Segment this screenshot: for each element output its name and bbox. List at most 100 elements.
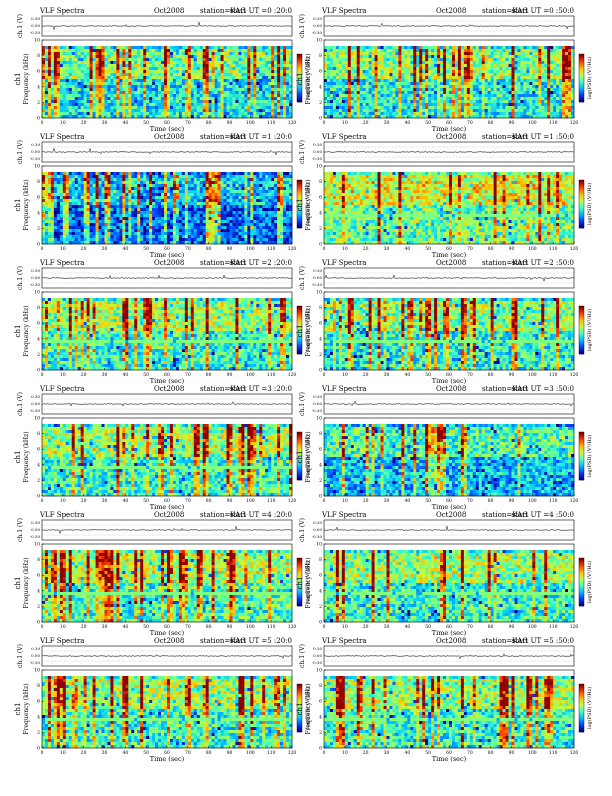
trace-ytick-label: 0.30 bbox=[31, 142, 40, 147]
ytick-label: 2 bbox=[319, 604, 322, 610]
colorbar-label: log(PSD) (V²/Hz) bbox=[586, 309, 593, 351]
ytick-label: 6 bbox=[37, 321, 40, 327]
ytick-label: 2 bbox=[319, 100, 322, 106]
ytick-label: 6 bbox=[37, 699, 40, 705]
xtick-label: 70 bbox=[467, 624, 473, 630]
trace-ylabel: ch.1 (V) bbox=[299, 140, 306, 164]
channel-label: ch1 bbox=[296, 73, 304, 86]
xtick-label: 30 bbox=[384, 624, 390, 630]
trace-ytick-label: 0.00 bbox=[31, 23, 40, 28]
ytick-label: 10 bbox=[316, 290, 322, 296]
xtick-label: 10 bbox=[342, 120, 348, 126]
xlabel: Time (sec) bbox=[150, 629, 185, 637]
xtick-label: 30 bbox=[384, 750, 390, 756]
xtick-label: 20 bbox=[81, 624, 87, 630]
xtick-label: 120 bbox=[570, 372, 579, 378]
xtick-label: 40 bbox=[404, 624, 410, 630]
trace-ytick-label: -0.30 bbox=[30, 534, 41, 539]
spectrogram-cells bbox=[42, 424, 292, 496]
trace-ylabel: ch.1 (V) bbox=[17, 644, 24, 668]
trace-ytick-label: 0.30 bbox=[31, 268, 40, 273]
xtick-label: 70 bbox=[467, 750, 473, 756]
colorbar-label: log(PSD) (V²/Hz) bbox=[586, 561, 593, 603]
ylabel: Frequency (kHz) bbox=[305, 53, 312, 104]
xtick-label: 20 bbox=[81, 120, 87, 126]
trace-ytick-label: -0.30 bbox=[312, 534, 323, 539]
panel-date: Oct2008 bbox=[436, 259, 466, 267]
trace-ytick-label: 0.30 bbox=[313, 268, 322, 273]
ytick-label: 8 bbox=[37, 179, 40, 185]
trace-ylabel: ch.1 (V) bbox=[299, 518, 306, 542]
ytick-label: 2 bbox=[37, 100, 40, 106]
xtick-label: 20 bbox=[363, 120, 369, 126]
xlabel: Time (sec) bbox=[432, 629, 467, 637]
trace-ytick-label: 0.00 bbox=[31, 653, 40, 658]
panel-title: VLF Spectra bbox=[39, 511, 84, 519]
ytick-label: 10 bbox=[34, 668, 40, 674]
panel-date: Oct2008 bbox=[154, 511, 184, 519]
xtick-label: 80 bbox=[488, 624, 494, 630]
xtick-label: 100 bbox=[246, 372, 255, 378]
ytick-label: 2 bbox=[319, 478, 322, 484]
xtick-label: 30 bbox=[102, 246, 108, 252]
xtick-label: 30 bbox=[384, 498, 390, 504]
ytick-label: 6 bbox=[319, 321, 322, 327]
ytick-label: 8 bbox=[319, 179, 322, 185]
trace-ytick-label: -0.30 bbox=[30, 282, 41, 287]
channel-label: ch1 bbox=[14, 577, 22, 590]
xtick-label: 50 bbox=[143, 498, 149, 504]
xtick-label: 70 bbox=[467, 498, 473, 504]
trace-ylabel: ch.1 (V) bbox=[17, 518, 24, 542]
trace-ytick-label: 0.00 bbox=[313, 275, 322, 280]
xtick-label: 110 bbox=[549, 120, 558, 126]
trace-ylabel: ch.1 (V) bbox=[17, 140, 24, 164]
panel-date: Oct2008 bbox=[154, 133, 184, 141]
xlabel: Time (sec) bbox=[432, 503, 467, 511]
ylabel: Frequency (kHz) bbox=[23, 53, 30, 104]
trace-ytick-label: 0.30 bbox=[313, 142, 322, 147]
xtick-label: 90 bbox=[227, 498, 233, 504]
xtick-label: 50 bbox=[425, 372, 431, 378]
trace-ytick-label: 0.00 bbox=[313, 149, 322, 154]
xtick-label: 30 bbox=[102, 624, 108, 630]
panel-date: Oct2008 bbox=[154, 259, 184, 267]
ytick-label: 4 bbox=[319, 84, 322, 90]
trace-ytick-label: 0.00 bbox=[31, 401, 40, 406]
xtick-label: 70 bbox=[185, 498, 191, 504]
xtick-label: 40 bbox=[122, 498, 128, 504]
xtick-label: 90 bbox=[509, 498, 515, 504]
xtick-label: 40 bbox=[122, 750, 128, 756]
xtick-label: 20 bbox=[81, 372, 87, 378]
trace-ytick-label: 0.30 bbox=[31, 646, 40, 651]
spectrogram-cells bbox=[42, 676, 292, 748]
xtick-label: 50 bbox=[425, 498, 431, 504]
ytick-label: 6 bbox=[37, 195, 40, 201]
trace-ytick-label: -0.30 bbox=[312, 156, 323, 161]
xtick-label: 50 bbox=[143, 246, 149, 252]
ylabel: Frequency (kHz) bbox=[23, 557, 30, 608]
panel-start-ut: start UT =3 :50:0 bbox=[512, 385, 574, 393]
xtick-label: 10 bbox=[60, 498, 66, 504]
colorbar-label: log(PSD) (V²/Hz) bbox=[586, 687, 593, 729]
xtick-label: 20 bbox=[363, 498, 369, 504]
xtick-label: 70 bbox=[185, 246, 191, 252]
xtick-label: 40 bbox=[122, 246, 128, 252]
xtick-label: 100 bbox=[528, 624, 537, 630]
ytick-label: 8 bbox=[319, 431, 322, 437]
trace-ytick-label: 0.30 bbox=[313, 16, 322, 21]
xtick-label: 30 bbox=[102, 498, 108, 504]
panel-title: VLF Spectra bbox=[321, 7, 366, 15]
xtick-label: 40 bbox=[122, 624, 128, 630]
ytick-label: 8 bbox=[37, 53, 40, 59]
xtick-label: 120 bbox=[570, 498, 579, 504]
xtick-label: 90 bbox=[227, 120, 233, 126]
xlabel: Time (sec) bbox=[150, 377, 185, 385]
ylabel: Frequency (kHz) bbox=[305, 431, 312, 482]
xtick-label: 80 bbox=[488, 246, 494, 252]
trace-ytick-label: -0.30 bbox=[30, 156, 41, 161]
